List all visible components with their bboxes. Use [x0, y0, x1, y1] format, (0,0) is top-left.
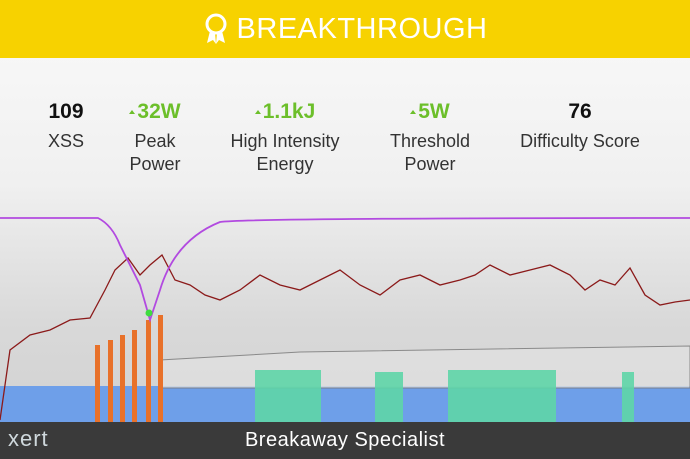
stat-label-line: Threshold	[389, 131, 471, 151]
stat: 1.1kJ High Intensity Energy	[210, 98, 360, 176]
stat-label-line: Power	[129, 154, 181, 174]
logo: xert	[8, 426, 49, 451]
stat-label-line: Energy	[256, 154, 314, 174]
up-arrow	[129, 110, 136, 115]
stat-value-row: 1.1kJ	[210, 98, 360, 126]
footer: xert Breakaway Specialist	[0, 422, 690, 459]
stat-value-row: 32W	[80, 98, 230, 126]
stat-label: XSS	[0, 130, 141, 153]
stat-label-line: Peak	[134, 131, 176, 151]
stat: 5W Threshold Power	[355, 98, 505, 176]
stat-value: 109	[48, 100, 84, 123]
workout-graph	[0, 217, 690, 422]
up-arrow	[254, 110, 261, 115]
stat-label-line: Power	[404, 154, 456, 174]
footer-title: Breakaway Specialist	[244, 429, 446, 451]
stat-value: 1.1kJ	[262, 100, 316, 123]
stat-label-line: XSS	[47, 131, 85, 151]
title: BREAKTHROUGH	[236, 12, 488, 45]
award-icon	[205, 13, 227, 44]
stat-value: 32W	[137, 100, 181, 123]
stat-label-line: Difficulty Score	[520, 131, 640, 151]
stat-label: Difficulty Score	[505, 130, 655, 153]
up-arrow	[410, 110, 417, 115]
header: BREAKTHROUGH	[0, 0, 690, 58]
stat-label: Threshold Power	[355, 130, 505, 176]
stat-value-row: 109	[0, 98, 141, 126]
stat-label: Peak Power	[80, 130, 230, 176]
stat-value: 5W	[418, 100, 450, 123]
stat-value-row: 76	[505, 98, 655, 126]
stat: 32W Peak Power	[80, 98, 230, 176]
stat: 76 Difficulty Score	[505, 98, 655, 153]
stat-value-row: 5W	[355, 98, 505, 126]
stat: 109 XSS	[0, 98, 141, 153]
stat-label-line: High Intensity	[230, 131, 340, 151]
stat-label: High Intensity Energy	[210, 130, 360, 176]
stat-value: 76	[568, 100, 592, 123]
